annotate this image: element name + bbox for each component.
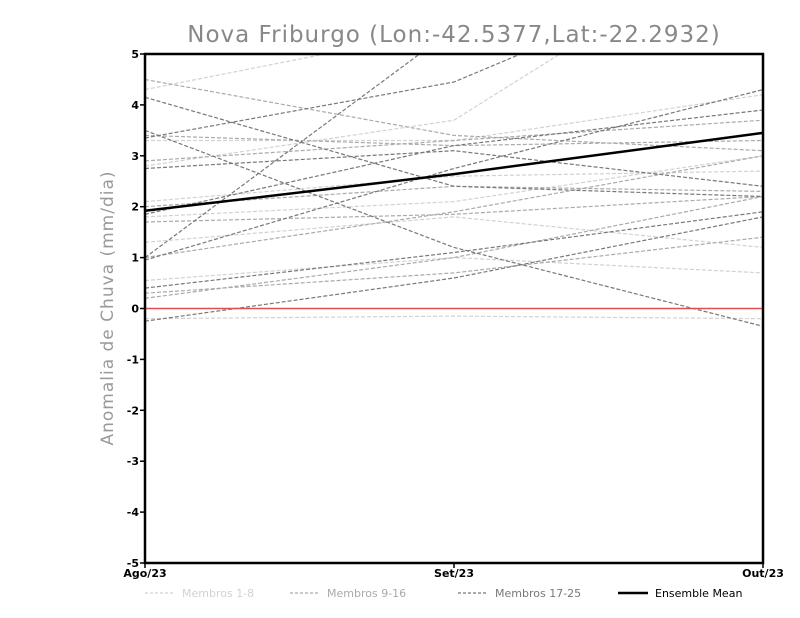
x-tick-label: Set/23 xyxy=(434,567,474,580)
series-line-member-24 xyxy=(145,211,763,289)
series-line-member-9 xyxy=(145,78,763,152)
series-line-member-19 xyxy=(145,54,523,139)
legend-label: Membros 9-16 xyxy=(327,587,406,600)
series-line-member-20 xyxy=(145,150,763,187)
x-tick-label: Ago/23 xyxy=(123,567,166,580)
series-line-member-7 xyxy=(145,256,763,282)
series-line-member-4 xyxy=(145,170,763,203)
ticks-layer: -5 -4 -3 -2 -1 0 1 2 3 4 5 Ago/23 Set/23 Out/23 xyxy=(123,48,784,580)
y-tick-label: 4 xyxy=(131,99,139,112)
x-tick-label: Out/23 xyxy=(742,567,784,580)
series-line-ensemble-mean xyxy=(145,131,763,213)
series-line-member-3 xyxy=(145,94,763,142)
series-line-member-8 xyxy=(145,315,763,320)
series-line-member-22 xyxy=(145,54,421,259)
y-tick-label: -3 xyxy=(127,455,139,468)
series-line-member-11 xyxy=(145,119,763,162)
series-line-member-10 xyxy=(145,134,763,147)
series-line-member-5 xyxy=(145,155,763,218)
series-line-member-15 xyxy=(145,236,763,294)
series-line-member-25 xyxy=(145,216,763,322)
y-tick-label: 3 xyxy=(131,150,139,163)
series-line-member-1 xyxy=(145,54,329,91)
series-line-member-21 xyxy=(145,109,763,215)
series-line-member-18 xyxy=(145,129,763,327)
series-line-member-2 xyxy=(145,54,561,167)
legend: Membros 1-8 Membros 9-16 Membros 17-25 Ense… xyxy=(145,587,742,600)
y-tick-label: 0 xyxy=(131,303,139,316)
series-line-member-14 xyxy=(145,155,763,259)
y-tick-label: 5 xyxy=(131,48,139,61)
series-layer xyxy=(145,54,763,327)
y-tick-label: 2 xyxy=(131,201,139,214)
legend-label: Membros 1-8 xyxy=(182,587,254,600)
y-tick-label: -2 xyxy=(127,404,139,417)
y-tick-label: -1 xyxy=(127,353,139,366)
legend-label: Membros 17-25 xyxy=(495,587,581,600)
chart-title: Nova Friburgo (Lon:-42.5377,Lat:-22.2932… xyxy=(187,22,720,48)
series-line-member-13 xyxy=(145,195,763,223)
y-tick-label: 1 xyxy=(131,252,139,265)
series-line-member-16 xyxy=(145,195,763,299)
y-axis-label: Anomalia de Chuva (mm/dia) xyxy=(98,170,118,445)
series-line-member-23 xyxy=(145,89,763,261)
legend-label: Ensemble Mean xyxy=(655,587,742,600)
y-tick-label: -5 xyxy=(127,557,139,570)
y-tick-label: -4 xyxy=(127,506,140,519)
series-line-member-17 xyxy=(145,96,763,198)
